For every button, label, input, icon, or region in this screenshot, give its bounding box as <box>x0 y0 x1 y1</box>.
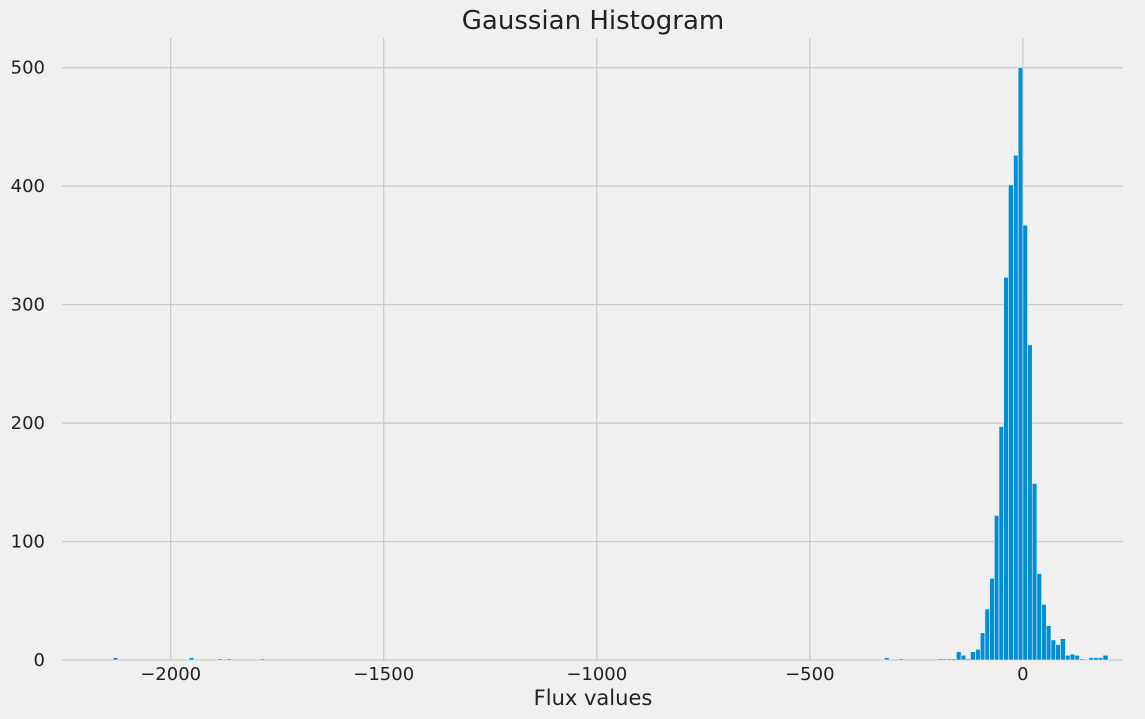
histogram-bar <box>1088 657 1094 661</box>
y-tick-label: 500 <box>11 58 45 79</box>
histogram-bar <box>994 515 1000 661</box>
x-tick-label: 0 <box>1017 664 1028 685</box>
histogram-bar <box>188 657 194 661</box>
x-axis-label: Flux values <box>534 686 653 710</box>
y-tick-label: 200 <box>11 413 45 434</box>
y-tick-label: 100 <box>11 532 45 553</box>
histogram-bar <box>998 426 1004 661</box>
x-tick-label: −2000 <box>140 664 201 685</box>
histogram-bar <box>975 649 981 661</box>
y-tick-label: 300 <box>11 295 45 316</box>
histogram-bar <box>942 658 948 661</box>
x-tick-label: −500 <box>785 664 834 685</box>
histogram-bar <box>970 651 976 661</box>
y-tick-label: 0 <box>34 650 45 671</box>
histogram-bar <box>965 658 971 661</box>
histogram-bar <box>1046 625 1052 661</box>
histogram-bar <box>1036 573 1042 661</box>
histogram-bar <box>1008 184 1014 661</box>
histogram-bar <box>1022 224 1028 661</box>
histogram-bar <box>259 658 266 661</box>
histogram-bar <box>1069 653 1076 661</box>
histogram-bar <box>1027 344 1033 661</box>
histogram-bar <box>217 658 223 661</box>
histogram-bar <box>1093 657 1099 661</box>
histogram-bar <box>1003 277 1009 661</box>
histogram-bar <box>984 608 990 661</box>
histogram-bar <box>1013 154 1019 661</box>
histogram-bar <box>1097 657 1104 661</box>
histogram-bar <box>1055 644 1061 661</box>
histogram-bar <box>979 632 986 661</box>
histogram-bar <box>1102 654 1109 661</box>
histogram-bar <box>1074 654 1080 661</box>
histogram-bar <box>1079 658 1085 661</box>
histogram-bar <box>1065 654 1071 661</box>
histogram-bar <box>1041 604 1047 661</box>
histogram-bar <box>1031 483 1038 661</box>
histogram-bar <box>112 657 119 661</box>
axis-ticks: −2000 −1500 −1000 −500 0 0 100 200 300 400 500 <box>11 58 1029 685</box>
histogram-bar <box>226 658 232 661</box>
histogram-bar <box>898 658 904 661</box>
histogram-bar <box>937 658 943 661</box>
histogram-bar <box>956 651 962 661</box>
histogram-bar <box>1060 638 1066 661</box>
x-tick-label: −1000 <box>566 664 627 685</box>
histogram-bar <box>989 577 995 661</box>
x-tick-label: −1500 <box>353 664 414 685</box>
histogram-bar <box>1050 639 1056 661</box>
histogram-bars <box>112 67 1109 661</box>
chart-title: Gaussian Histogram <box>462 6 724 36</box>
histogram-bar <box>1017 67 1024 661</box>
histogram-bar <box>951 658 957 661</box>
histogram-bar <box>884 657 890 661</box>
y-tick-label: 400 <box>11 176 45 197</box>
histogram-bar <box>946 658 953 661</box>
histogram-bar <box>960 654 967 661</box>
